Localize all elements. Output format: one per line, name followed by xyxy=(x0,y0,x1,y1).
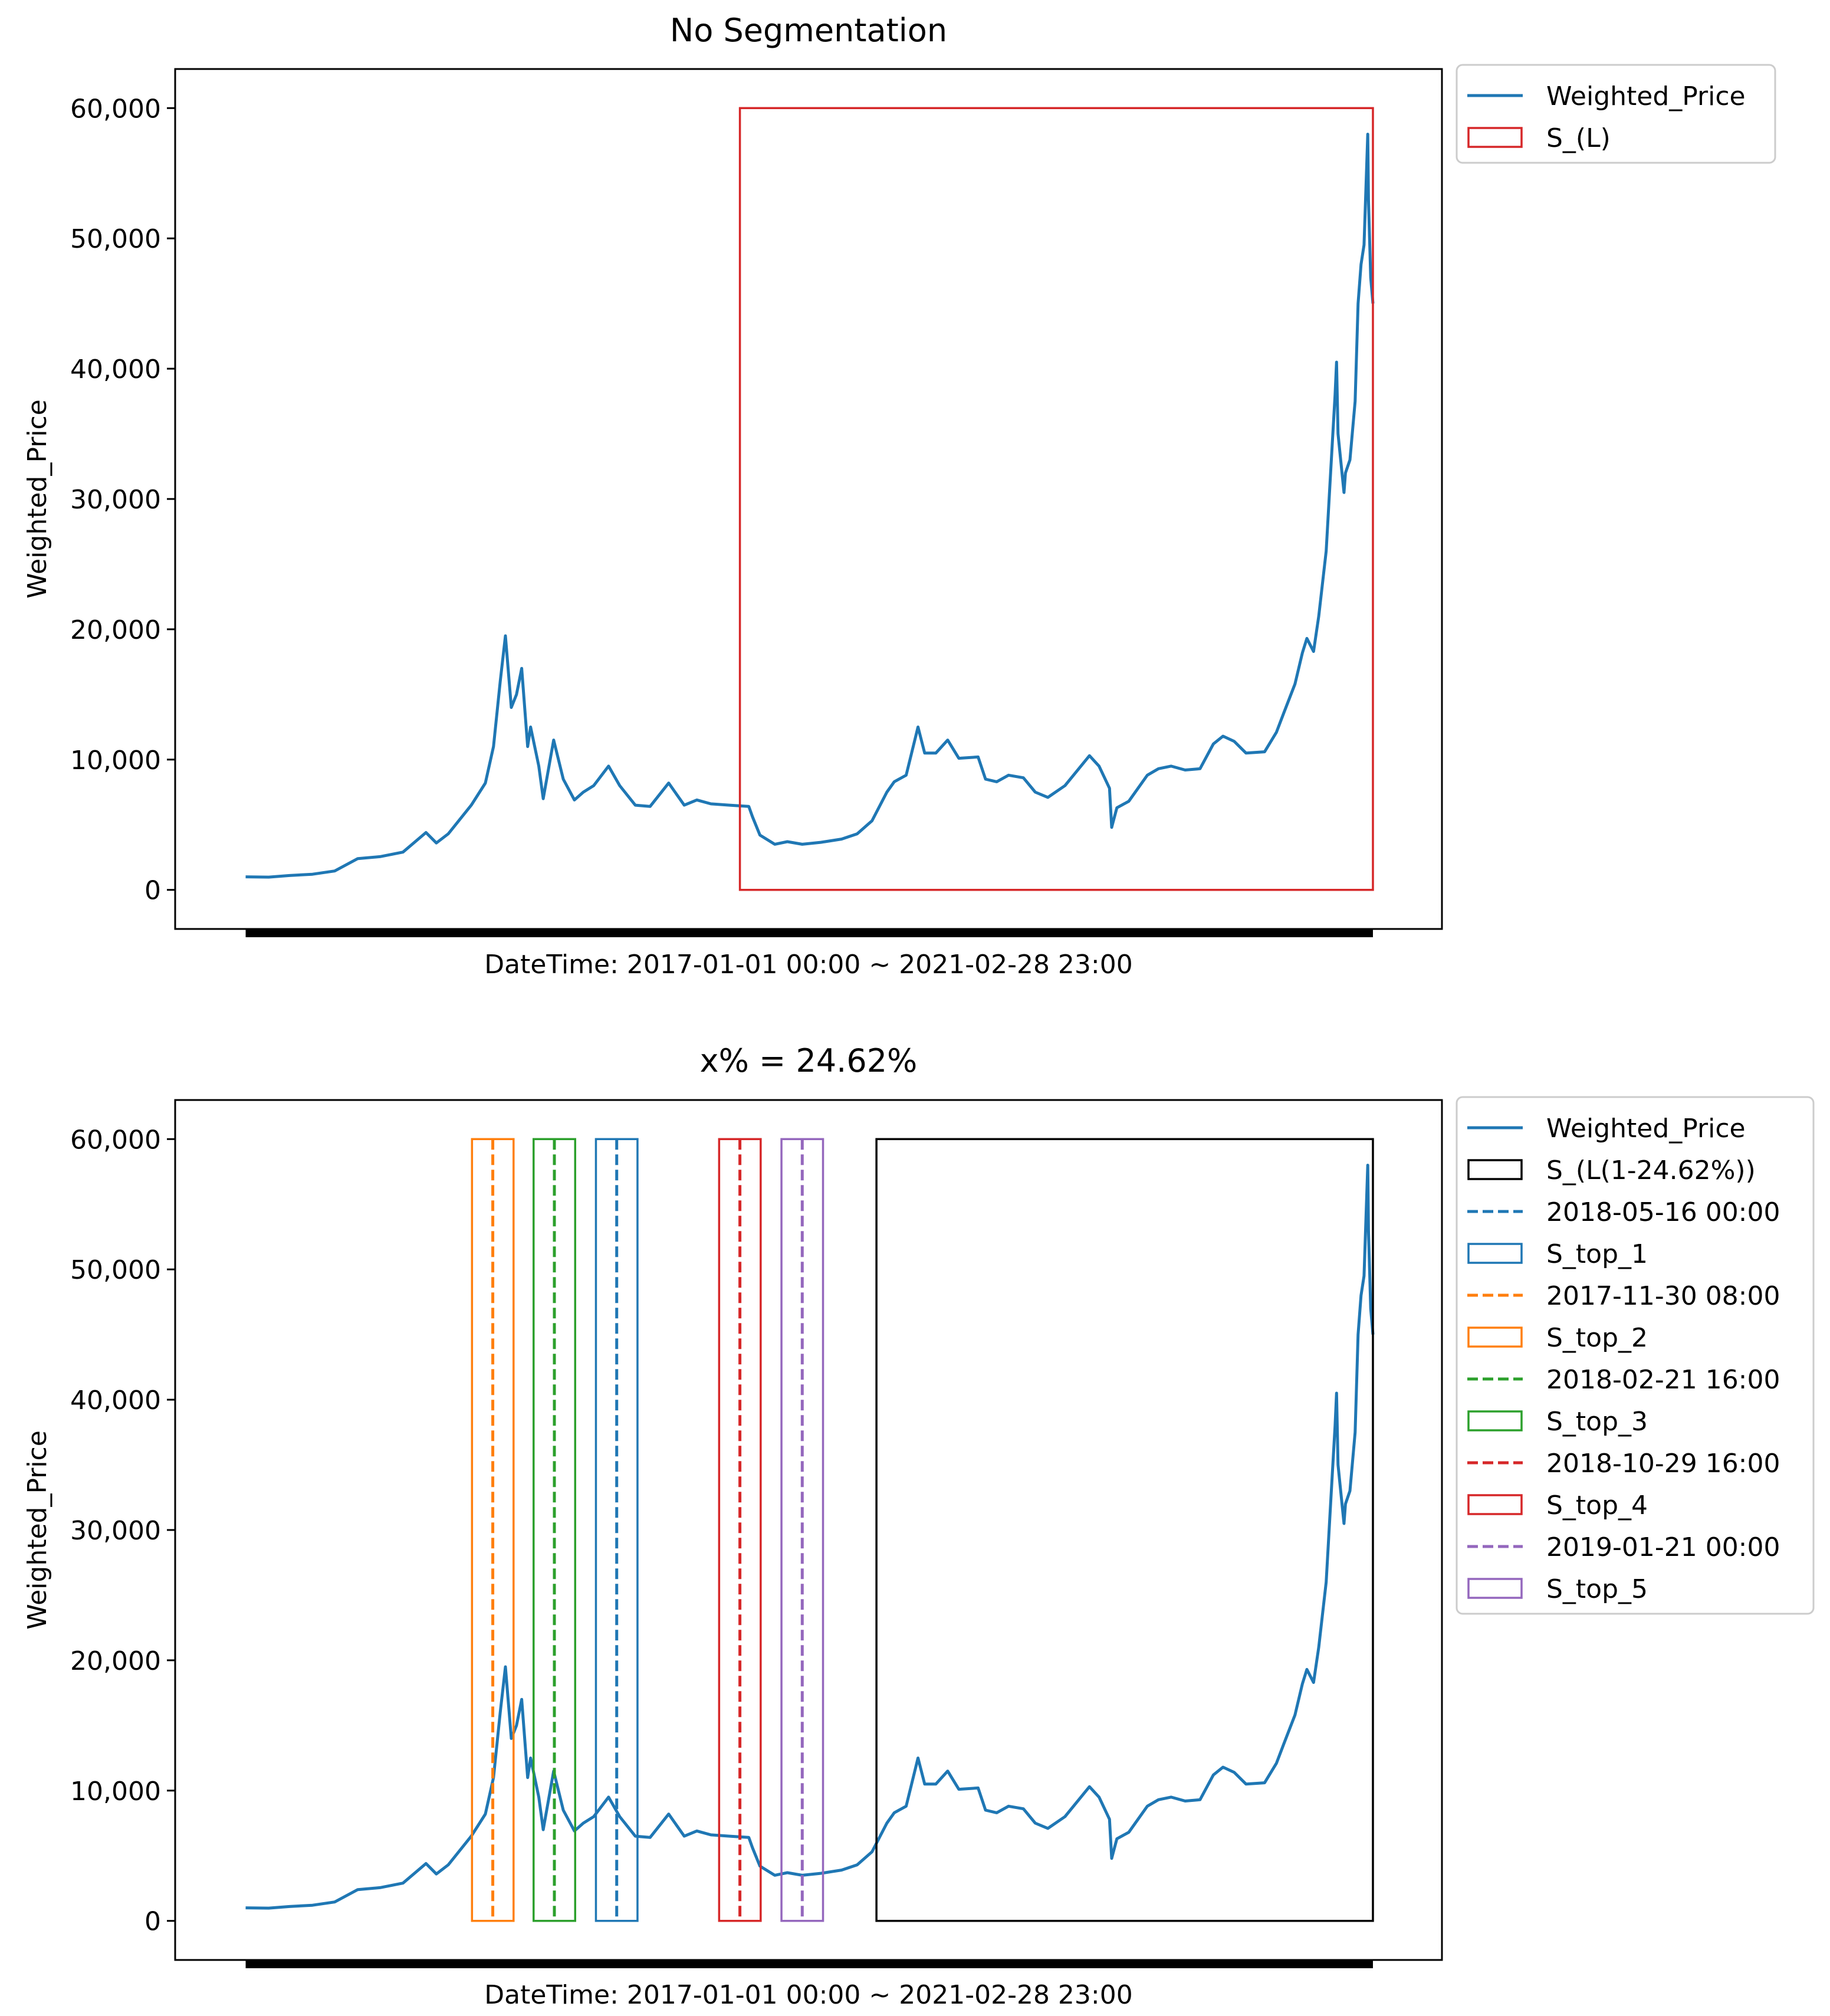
chart-panel-2: x% = 24.62% 0 10,000 20,000 30,000 40,000 50,0… xyxy=(22,1042,1815,2010)
legend-label: S_top_4 xyxy=(1546,1490,1648,1521)
legend-label: S_top_3 xyxy=(1546,1407,1648,1437)
legend-label: 2018-10-29 16:00 xyxy=(1546,1449,1780,1479)
legend-frame xyxy=(1456,64,1776,164)
x-axis-label: DateTime: 2017-01-01 00:00 ~ 2021-02-28 … xyxy=(484,1980,1132,2010)
plot-area xyxy=(245,133,1375,879)
legend-label: S_top_2 xyxy=(1546,1323,1648,1353)
legend-swatch-rect xyxy=(1467,127,1523,148)
axes-frame xyxy=(174,68,1443,930)
segment-box-s-l- xyxy=(738,107,1374,891)
y-axis-label: Weighted_Price xyxy=(22,399,52,599)
y-tick-label: 50,000 xyxy=(70,1255,161,1285)
legend-swatch-rect xyxy=(1467,1327,1523,1348)
y-tick-label: 50,000 xyxy=(70,224,161,254)
segment-box-s-top-5 xyxy=(780,1138,824,1922)
segment-box-s-l-1-24-62- xyxy=(875,1138,1374,1922)
segment-box-s-top-2 xyxy=(471,1138,515,1922)
weighted-price-line xyxy=(245,1164,1375,1910)
legend-label: S_(L) xyxy=(1546,123,1611,153)
legend-swatch-rect xyxy=(1467,1578,1523,1599)
chart-title: x% = 24.62% xyxy=(700,1042,918,1079)
plot-area xyxy=(245,1164,1375,1910)
y-tick-label: 0 xyxy=(144,876,161,906)
y-tick-label: 20,000 xyxy=(70,1646,161,1676)
y-tick-label: 10,000 xyxy=(70,1777,161,1807)
legend-swatch-rect xyxy=(1467,1243,1523,1264)
y-tick-label: 60,000 xyxy=(70,94,161,124)
legend-label: Weighted_Price xyxy=(1546,81,1746,111)
legend-label: 2017-11-30 08:00 xyxy=(1546,1281,1780,1311)
y-axis-label: Weighted_Price xyxy=(22,1430,52,1630)
legend-frame xyxy=(1456,1096,1815,1615)
y-tick-label: 10,000 xyxy=(70,746,161,776)
legend-label: S_top_1 xyxy=(1546,1239,1648,1269)
y-tick-label: 40,000 xyxy=(70,1385,161,1416)
x-tick-band xyxy=(245,929,1373,937)
y-tick-label: 40,000 xyxy=(70,354,161,385)
legend-label: 2019-01-21 00:00 xyxy=(1546,1532,1780,1562)
legend: Weighted_Price S_(L(1-24.62%)) 2018-05-16 … xyxy=(1456,1096,1815,1615)
weighted-price-line xyxy=(245,133,1375,879)
y-tick-label: 20,000 xyxy=(70,615,161,645)
legend-label: 2018-02-21 16:00 xyxy=(1546,1365,1780,1395)
segment-box-s-top-4 xyxy=(718,1138,762,1922)
x-axis-label: DateTime: 2017-01-01 00:00 ~ 2021-02-28 … xyxy=(484,950,1132,980)
axes-frame xyxy=(174,1099,1443,1961)
segment-box-s-top-3 xyxy=(533,1138,576,1922)
legend-label: 2018-05-16 00:00 xyxy=(1546,1197,1780,1227)
y-tick-label: 0 xyxy=(144,1907,161,1937)
y-tick-label: 30,000 xyxy=(70,1516,161,1546)
legend: Weighted_Price S_(L) xyxy=(1456,64,1776,164)
legend-swatch-rect xyxy=(1467,1494,1523,1515)
legend-label: S_top_5 xyxy=(1546,1574,1648,1604)
segment-box-s-top-1 xyxy=(594,1138,639,1922)
legend-swatch-rect xyxy=(1467,1410,1523,1431)
chart-title: No Segmentation xyxy=(670,12,947,49)
y-tick-label: 60,000 xyxy=(70,1125,161,1155)
legend-label: Weighted_Price xyxy=(1546,1114,1746,1144)
legend-swatch-rect xyxy=(1467,1159,1523,1180)
y-tick-label: 30,000 xyxy=(70,485,161,515)
x-tick-band xyxy=(245,1960,1373,1968)
legend-label: S_(L(1-24.62%)) xyxy=(1546,1155,1756,1186)
chart-panel-1: No Segmentation 0 10,000 20,000 30,000 40,000… xyxy=(22,12,1776,980)
